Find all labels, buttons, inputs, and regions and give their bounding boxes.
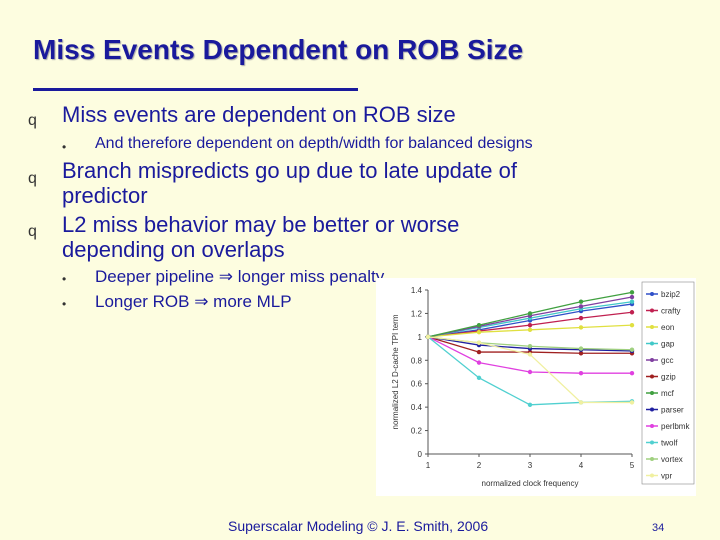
point-vpr: [527, 352, 533, 357]
legend-label-gzip: gzip: [661, 373, 676, 382]
legend-marker-bzip2: [650, 292, 654, 296]
legend-marker-vpr: [650, 473, 654, 478]
legend-label-gap: gap: [661, 340, 675, 349]
legend-marker-crafty: [650, 308, 654, 313]
y-tick-label: 0.4: [411, 403, 423, 412]
x-tick-label: 4: [579, 461, 584, 470]
legend-label-twolf: twolf: [661, 439, 678, 448]
legend-marker-eon: [650, 325, 654, 329]
legend-marker-gap: [650, 341, 654, 346]
dot-bullet-icon: •: [62, 140, 67, 154]
bullet-branch-mispredicts: Branch mispredicts go up due to late upd…: [62, 158, 517, 208]
point-vpr: [578, 400, 584, 405]
y-tick-label: 1: [418, 333, 423, 342]
point-perlbmk: [629, 370, 635, 376]
legend-box: [641, 281, 695, 485]
x-tick-label: 1: [426, 461, 431, 470]
tpi-chart: 0 0.2 0.4 0.6 0.8 1 1.2 1.4 1 2 3 4 5 normalized cloc…: [376, 278, 696, 496]
bullet-line: Branch mispredicts go up due to late upd…: [62, 158, 517, 183]
point-vortex: [629, 347, 635, 352]
point-perlbmk: [527, 369, 533, 375]
y-tick-label: 0.2: [411, 427, 423, 436]
point-mcf: [527, 311, 533, 316]
point-gcc: [578, 304, 584, 309]
slide-title: Miss Events Dependent on ROB Size: [33, 34, 524, 65]
legend-label-perlbmk: perlbmk: [661, 422, 690, 431]
legend-label-crafty: crafty: [661, 307, 681, 316]
point-eon: [527, 327, 533, 333]
point-gcc: [629, 294, 635, 300]
y-axis-label: normalized L2 D-cache TPI term: [391, 314, 400, 429]
y-tick-label: 1.2: [411, 309, 423, 318]
point-vortex: [578, 346, 584, 351]
point-perlbmk: [476, 360, 482, 365]
legend-label-eon: eon: [661, 323, 674, 332]
legend-label-vpr: vpr: [661, 472, 672, 481]
checkbox-bullet-icon: q: [28, 223, 37, 240]
bullet-line: predictor: [62, 183, 148, 208]
title-underline: [33, 88, 358, 91]
legend-label-vortex: vortex: [661, 455, 683, 464]
bullet-line: depending on overlaps: [62, 237, 285, 262]
point-mcf: [476, 322, 482, 328]
point-vortex: [527, 344, 533, 349]
legend-label-bzip2: bzip2: [661, 290, 681, 299]
point-twolf: [527, 402, 533, 407]
legend-marker-gzip: [650, 374, 654, 379]
point-gzip: [578, 351, 584, 356]
legend-label-mcf: mcf: [661, 389, 675, 398]
bullet-line: L2 miss behavior may be better or worse: [62, 212, 460, 237]
point-twolf: [476, 375, 482, 381]
y-tick-label: 0: [418, 450, 423, 459]
point-gap: [629, 299, 635, 304]
point-vpr: [629, 400, 635, 405]
dot-bullet-icon: •: [62, 297, 67, 311]
point-crafty: [527, 322, 533, 328]
point-eon: [578, 325, 584, 330]
point-vpr: [476, 340, 482, 345]
x-tick-label: 3: [528, 461, 533, 470]
point-crafty: [578, 315, 584, 321]
point-mcf: [578, 299, 584, 304]
chart-svg: 0 0.2 0.4 0.6 0.8 1 1.2 1.4 1 2 3 4 5 normalized cloc…: [391, 281, 695, 488]
point-gzip: [476, 349, 482, 355]
point-crafty: [629, 310, 635, 315]
legend-marker-mcf: [650, 391, 654, 395]
bullet-rob-size: Miss events are dependent on ROB size: [62, 102, 456, 127]
legend-marker-gcc: [650, 358, 654, 362]
sub-bullet-deeper-pipeline: Deeper pipeline ⇒ longer miss penalty: [95, 267, 385, 286]
y-tick-label: 0.8: [411, 356, 423, 365]
footer: Superscalar Modeling © J. E. Smith, 2006: [228, 518, 489, 534]
page-number: 34: [652, 522, 665, 534]
point-mcf: [629, 290, 635, 295]
sub-bullet-depth-width: And therefore dependent on depth/width f…: [95, 135, 533, 152]
sub-bullet-longer-rob: Longer ROB ⇒ more MLP: [95, 292, 292, 311]
legend-label-parser: parser: [661, 406, 684, 415]
x-tick-label: 5: [630, 461, 635, 470]
point-vpr: [425, 334, 431, 340]
legend-label-gcc: gcc: [661, 356, 673, 365]
point-perlbmk: [578, 370, 584, 376]
legend-marker-perlbmk: [650, 424, 654, 428]
legend-marker-parser: [650, 407, 654, 412]
dot-bullet-icon: •: [62, 272, 67, 286]
legend-marker-vortex: [650, 457, 654, 461]
x-axis-label: normalized clock frequency: [482, 479, 579, 488]
x-tick-label: 2: [477, 461, 482, 470]
y-tick-label: 1.4: [411, 286, 423, 295]
checkbox-bullet-icon: q: [28, 170, 37, 187]
point-eon: [476, 329, 482, 335]
legend-marker-twolf: [650, 440, 654, 445]
point-eon: [629, 322, 635, 328]
bullet-l2-miss: L2 miss behavior may be better or worse …: [62, 212, 459, 262]
checkbox-bullet-icon: q: [28, 112, 37, 129]
y-tick-label: 0.6: [411, 380, 423, 389]
